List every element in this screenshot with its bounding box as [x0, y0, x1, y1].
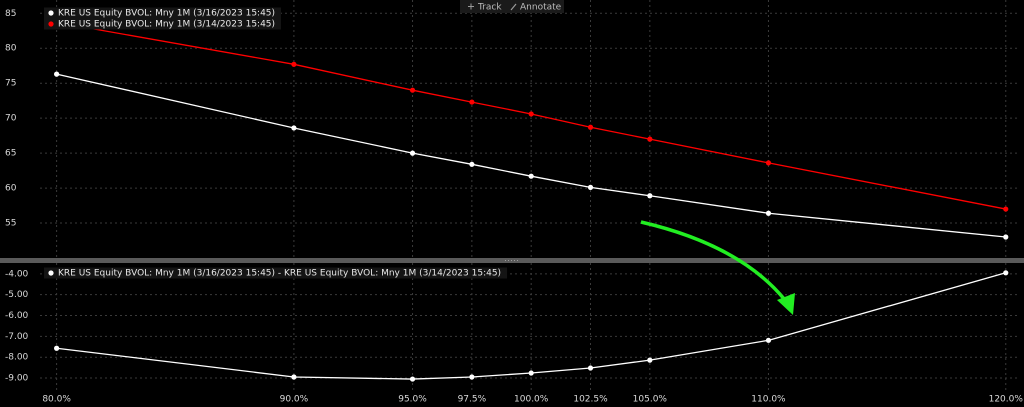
data-point [469, 374, 475, 380]
y-tick-label: -7.00 [5, 332, 29, 342]
data-point [765, 210, 772, 216]
y-tick-label: -8.00 [5, 353, 29, 363]
data-point [528, 111, 534, 117]
data-point [647, 193, 653, 199]
data-point [647, 357, 653, 363]
y-tick-label: 85 [5, 9, 16, 19]
legend-marker [48, 10, 54, 16]
y-tick-label: -6.00 [5, 311, 29, 321]
x-tick-label: 110.0% [751, 395, 786, 405]
y-tick-label: 65 [5, 149, 16, 159]
y-tick-label: 55 [5, 219, 16, 229]
grid-layer [40, 0, 1020, 392]
data-point [54, 71, 60, 77]
x-tick-label: 100.0% [514, 395, 549, 405]
data-point [587, 124, 594, 130]
legend-bg [44, 18, 282, 30]
x-tick-label: 95.0% [398, 395, 427, 405]
data-point [1003, 270, 1009, 276]
data-point [587, 365, 594, 371]
x-tick-label: 90.0% [280, 395, 309, 405]
x-tick-label: 97.5% [458, 395, 487, 405]
data-point [765, 160, 772, 166]
toolbar-bg [460, 0, 564, 13]
track-icon[interactable] [468, 3, 474, 10]
arrow-head [777, 293, 795, 315]
y-tick-label: 80 [5, 44, 17, 54]
legend-bg [44, 7, 282, 19]
data-point [409, 376, 416, 382]
toolbar: Track Annotate [460, 0, 564, 13]
data-point [469, 161, 475, 167]
y-tick-label: -9.00 [5, 374, 29, 384]
y-tick-label: 75 [5, 79, 16, 89]
data-point [1003, 206, 1009, 212]
legend-label: KRE US Equity BVOL: Mny 1M (3/14/2023 15… [58, 20, 275, 30]
data-point [765, 337, 772, 343]
x-tick-label: 105.0% [633, 395, 668, 405]
legend-label: KRE US Equity BVOL: Mny 1M (3/16/2023 15… [58, 9, 275, 19]
annotation-arrow [640, 220, 795, 315]
y-tick-label: 70 [5, 114, 17, 124]
legend-marker [48, 270, 54, 276]
data-point [1003, 234, 1009, 240]
data-point [587, 184, 594, 190]
toolbar-annotate[interactable]: Annotate [520, 3, 562, 13]
data-point [409, 87, 416, 93]
x-tick-label: 102.5% [573, 395, 608, 405]
toolbar-track[interactable]: Track [477, 3, 502, 13]
x-tick-label: 120.0% [989, 395, 1024, 405]
data-point [647, 136, 653, 142]
data-point [54, 345, 60, 351]
data-point [409, 150, 416, 156]
data-point [528, 370, 534, 376]
y-tick-label: -5.00 [5, 290, 29, 300]
y-tick-label: -4.00 [5, 269, 29, 279]
data-point [291, 374, 297, 380]
legend-bg [44, 267, 508, 279]
annotate-icon[interactable] [510, 3, 517, 11]
legend-label: KRE US Equity BVOL: Mny 1M (3/16/2023 15… [58, 269, 501, 279]
legend-marker [48, 21, 54, 27]
x-tick-label: 80.0% [42, 395, 71, 405]
data-point [469, 99, 475, 105]
y-tick-label: 60 [5, 184, 17, 194]
data-point [528, 173, 534, 179]
data-point [291, 125, 297, 131]
data-point [291, 61, 297, 67]
arrow-shaft [640, 220, 787, 302]
